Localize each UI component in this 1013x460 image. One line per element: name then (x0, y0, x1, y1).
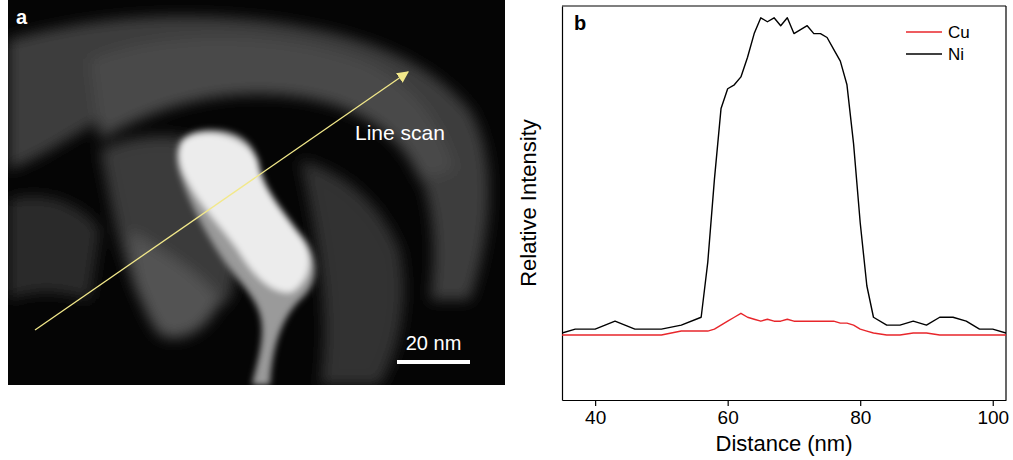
legend-swatch (906, 31, 942, 33)
plot-lines (562, 18, 1006, 335)
x-axis: 40 60 80 100 (563, 400, 1010, 428)
x-tick: 60 (718, 400, 739, 428)
x-axis-title: Distance (nm) (716, 431, 853, 456)
image-region (130, 230, 220, 338)
frame-top (562, 5, 1006, 6)
x-tick: 100 (977, 400, 1009, 428)
image-region (300, 160, 404, 385)
particle (177, 130, 315, 385)
plot-background (562, 6, 1006, 400)
x-tick-label: 60 (718, 407, 739, 428)
image-region (8, 196, 100, 300)
scale-bar (397, 360, 470, 364)
x-tick-label: 40 (585, 407, 606, 428)
x-tick-mark (728, 400, 729, 406)
x-tick-label: 80 (850, 407, 871, 428)
series-line (562, 313, 1006, 335)
x-tick-mark (860, 400, 861, 406)
x-tick-mark (993, 400, 994, 406)
legend: Cu Ni (906, 23, 970, 64)
panel-a (8, 0, 505, 385)
x-tick: 80 (850, 400, 871, 428)
x-tick-mark (595, 400, 596, 406)
panel-label: a (16, 6, 28, 28)
y-axis-title: Relative Intensity (516, 119, 541, 287)
line-scan-arrow (35, 72, 408, 330)
legend-swatch (906, 53, 942, 55)
x-tick: 40 (585, 400, 606, 428)
image-texture (8, 16, 489, 385)
x-axis-line (563, 400, 1007, 401)
x-tick-label: 100 (977, 407, 1009, 428)
panel-b: 40 60 80 100 Distance (nm) Relative Intensity… (516, 6, 1009, 456)
series-line (562, 18, 1006, 333)
y-axis-line (562, 7, 563, 401)
y-axis (562, 7, 563, 401)
legend-label: Ni (948, 45, 964, 64)
particle-tail (177, 130, 315, 385)
image-background (8, 0, 505, 385)
figure: Line scan 20 nm a 40 60 80 100 Distance (nm) Rel… (0, 0, 1013, 460)
scale-bar-label: 20 nm (406, 332, 462, 354)
legend-label: Cu (948, 23, 970, 42)
image-region (8, 16, 489, 300)
particle-core (179, 133, 310, 292)
frame-right (1005, 6, 1006, 400)
panel-label: b (574, 12, 586, 34)
annotation: Line scan (355, 121, 445, 144)
